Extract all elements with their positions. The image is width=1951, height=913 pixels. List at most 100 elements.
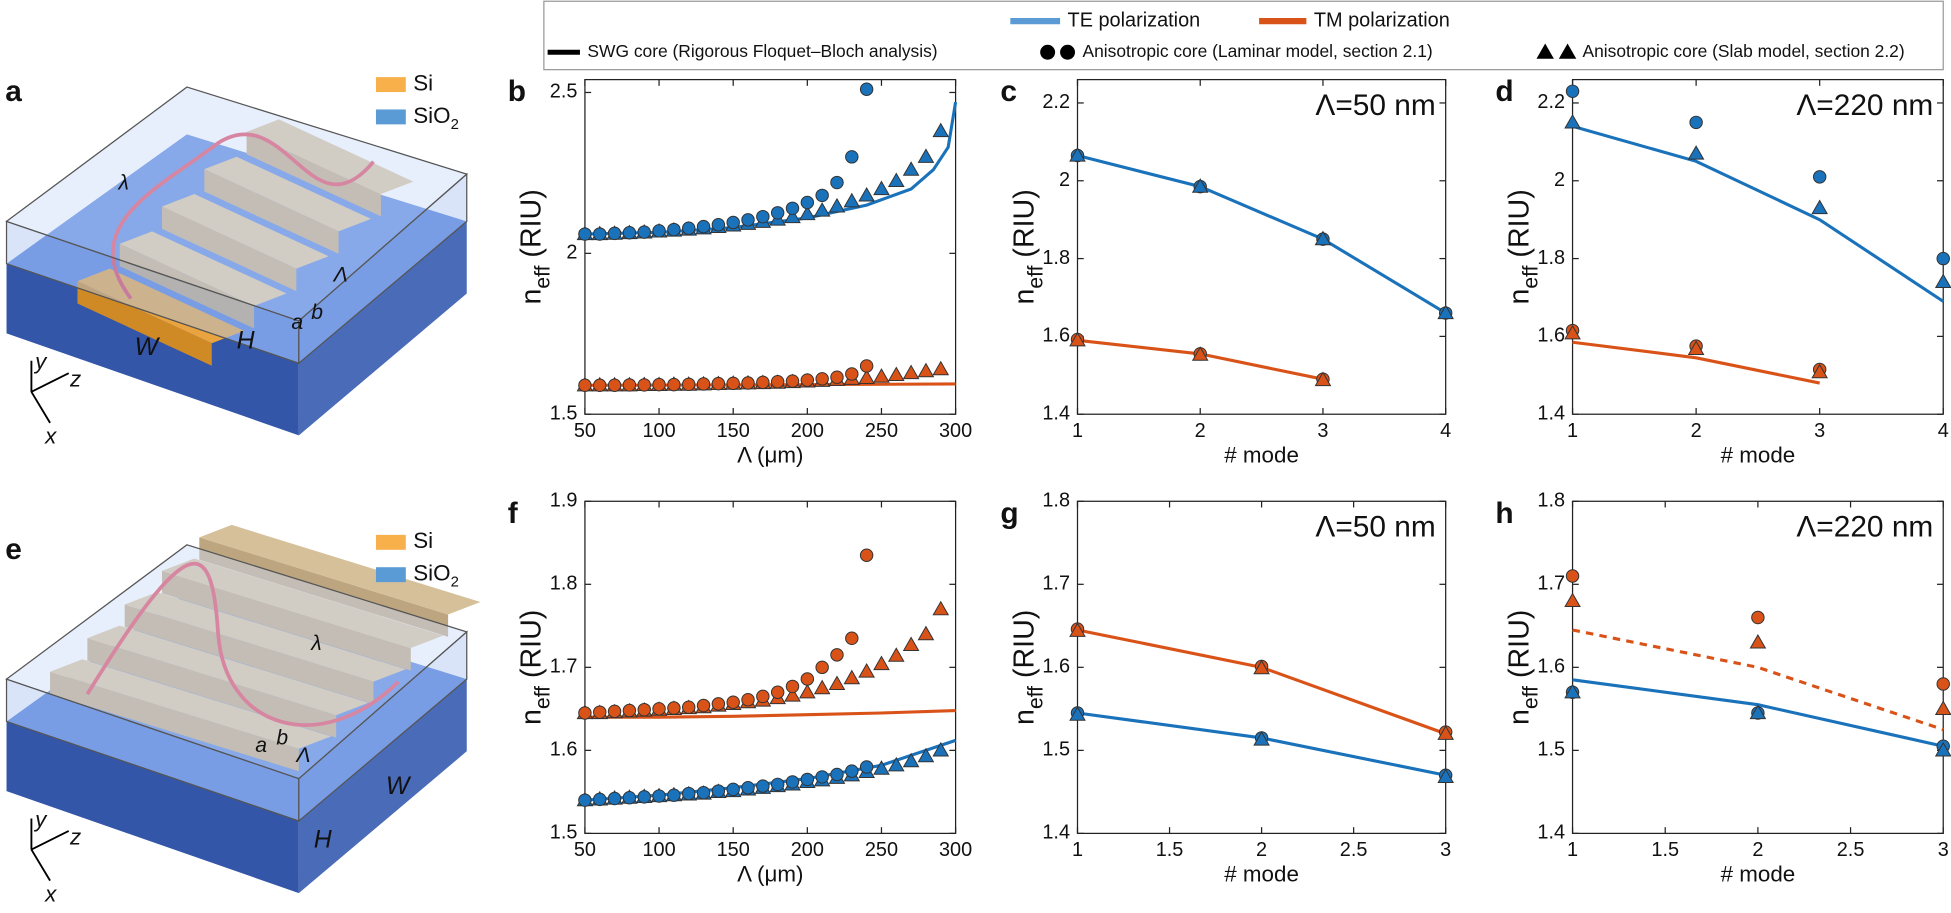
y-tick-label: 1.8	[1537, 247, 1565, 269]
data-point	[800, 672, 815, 686]
data-point	[1811, 199, 1828, 215]
legend-swatch	[375, 77, 406, 93]
y-tick-label: 1.7	[1537, 573, 1565, 595]
x-tick-label: 300	[939, 839, 972, 861]
data-point	[652, 224, 666, 238]
data-point	[770, 374, 785, 389]
x-tick-label: 200	[791, 420, 824, 442]
material-name: SiO	[413, 561, 450, 586]
schematic-shape	[298, 172, 468, 365]
schematic-shape	[162, 206, 297, 292]
data-point	[607, 791, 622, 806]
panel-label: h	[1495, 497, 1513, 530]
schematic-shape	[162, 558, 444, 649]
material-label: SiO2	[413, 103, 459, 134]
x-tick-label: 2.5	[1340, 839, 1368, 861]
material-sub: 2	[451, 574, 459, 591]
y-label-main: n	[515, 289, 547, 305]
x-tick-label: 100	[642, 420, 675, 442]
data-point	[607, 378, 622, 392]
data-point	[830, 370, 844, 384]
data-point	[785, 679, 800, 694]
data-point	[681, 221, 696, 235]
data-point	[917, 625, 935, 641]
data-point	[1069, 622, 1086, 637]
schematic-shape	[50, 671, 299, 772]
data-point	[1437, 725, 1455, 740]
schematic-shape	[298, 221, 467, 436]
x-tick-label: 3	[1938, 839, 1949, 861]
data-point	[1314, 371, 1332, 387]
data-point	[696, 785, 711, 800]
data-point	[932, 360, 950, 376]
data-point	[873, 760, 890, 775]
data-point	[770, 777, 785, 792]
series-line	[1572, 124, 1945, 303]
legend-label: TM polarization	[1314, 9, 1450, 31]
data-point	[873, 180, 890, 196]
legend-box	[543, 0, 1944, 71]
legend-label: Anisotropic core (Laminar model, section…	[1082, 41, 1432, 61]
data-point	[622, 378, 637, 392]
y-tick-label: 1.5	[1042, 739, 1070, 761]
axis-name: y	[33, 349, 48, 374]
data-point	[785, 775, 800, 789]
data-point	[845, 367, 859, 381]
data-point	[726, 376, 740, 391]
data-point	[785, 201, 800, 216]
data-point	[887, 756, 905, 772]
x-tick-label: 2	[1256, 839, 1267, 861]
data-point	[696, 219, 711, 234]
data-point	[593, 227, 607, 241]
y-label-main: n	[515, 709, 547, 725]
data-point	[845, 764, 859, 778]
data-point	[1191, 346, 1209, 361]
y-label-sub: eff	[1024, 265, 1047, 288]
data-point	[1191, 178, 1209, 193]
schematic-shape	[298, 630, 468, 823]
x-axis-label: # mode	[1224, 862, 1299, 887]
dimension-label: a	[291, 311, 303, 334]
y-tick-label: 1.7	[1042, 573, 1070, 595]
data-point	[593, 378, 607, 392]
data-point	[815, 770, 829, 784]
y-tick-label: 2.5	[550, 81, 578, 103]
legend-label: TE polarization	[1068, 9, 1201, 31]
data-point	[932, 741, 950, 757]
y-tick-label: 2	[566, 242, 577, 264]
y-axis-label: neff (RIU)	[1008, 610, 1048, 725]
y-tick-label: 1.8	[1537, 490, 1565, 512]
annotation: Λ=220 nm	[1796, 89, 1933, 122]
data-point	[1687, 145, 1705, 160]
schematic-shape	[124, 604, 374, 705]
data-point	[785, 374, 800, 388]
y-label-main: n	[1503, 709, 1535, 725]
data-point	[859, 760, 874, 774]
y-tick-label: 1.8	[550, 573, 578, 595]
schematic-shape	[119, 243, 255, 329]
data-point	[1934, 741, 1951, 757]
material-sub: 2	[451, 116, 459, 133]
y-tick-label: 1.6	[550, 739, 578, 761]
schematic-shape	[119, 231, 287, 306]
y-label-sub: eff	[1519, 265, 1542, 288]
y-tick-label: 1.6	[1042, 656, 1070, 678]
panel-label: f	[508, 497, 518, 530]
data-point	[637, 225, 651, 239]
x-axis-label: Λ (μm)	[737, 862, 803, 887]
schematic-shape	[204, 156, 371, 232]
axis-name: x	[44, 881, 57, 906]
plot-frame	[584, 78, 957, 415]
data-point	[667, 788, 681, 802]
data-point	[637, 790, 651, 804]
y-tick-label: 2.2	[1537, 91, 1565, 113]
y-tick-label: 1.8	[1042, 490, 1070, 512]
data-point	[756, 209, 770, 224]
data-point	[800, 772, 815, 787]
data-point	[607, 704, 622, 719]
data-point	[1565, 84, 1580, 98]
dimension-label: Λ	[333, 264, 348, 287]
x-tick-label: 100	[642, 839, 675, 861]
data-point	[667, 701, 681, 715]
panel-label: a	[5, 75, 22, 108]
